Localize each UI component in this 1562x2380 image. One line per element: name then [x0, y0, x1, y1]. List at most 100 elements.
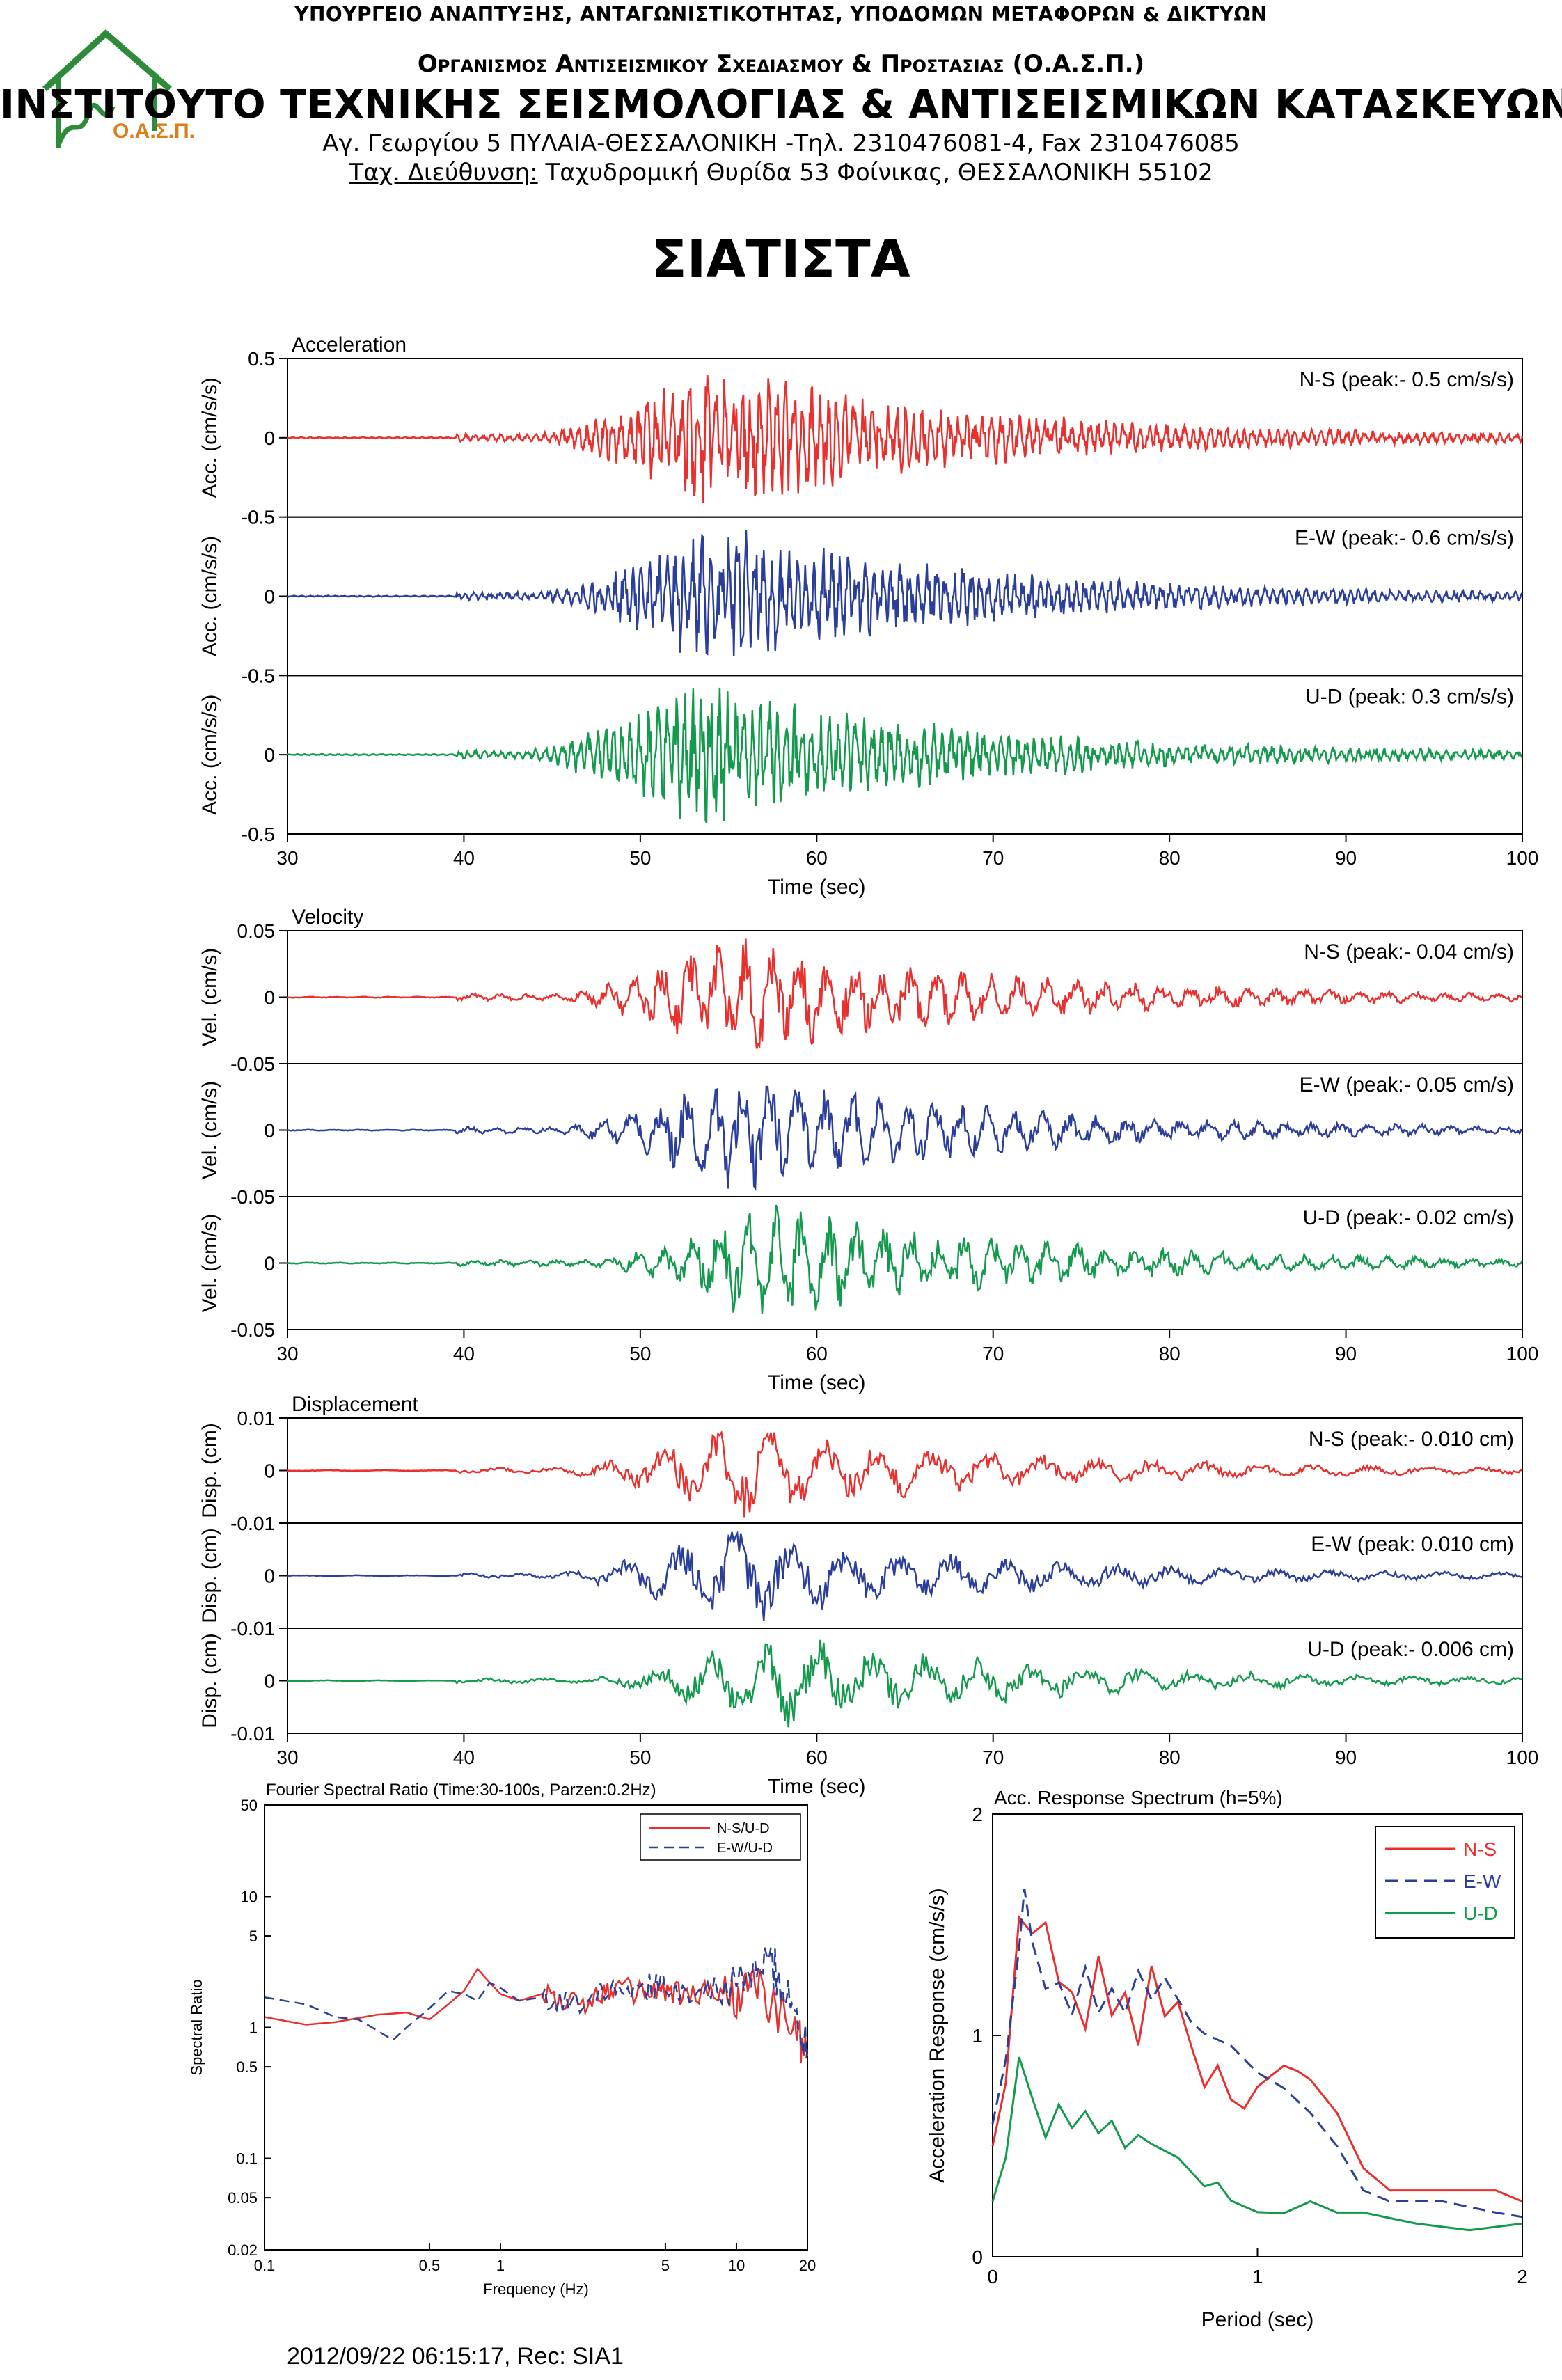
organization-name: Οργανισμος Αντισεισμικου Σχεδιασμου & Πρ…	[417, 50, 1145, 78]
y-tick-label: 0.05	[237, 920, 276, 942]
y-tick-label: 50	[241, 1797, 258, 1814]
series-peak-label: E-W (peak: 0.010 cm)	[1311, 1533, 1514, 1556]
y-tick-label: 0.5	[248, 348, 275, 370]
x-axis-label: Time (sec)	[768, 1371, 866, 1394]
logo-roof-icon	[42, 29, 172, 92]
x-tick-label: 80	[1159, 1747, 1181, 1768]
y-axis-label: Vel. (cm/s)	[198, 1214, 221, 1313]
x-axis-label: Frequency (Hz)	[483, 2280, 589, 2298]
x-tick-label: 50	[629, 847, 651, 869]
y-tick-label: -0.05	[230, 1186, 275, 1208]
series-peak-label: U-D (peak: 0.3 cm/s/s)	[1305, 685, 1514, 708]
series-peak-label: N-S (peak:- 0.5 cm/s/s)	[1300, 368, 1514, 391]
legend-label: E-W	[1463, 1870, 1501, 1892]
series-peak-label: U-D (peak:- 0.02 cm/s)	[1303, 1206, 1514, 1229]
x-tick-label: 30	[276, 1747, 298, 1768]
record-timestamp: 2012/09/22 06:15:17, Rec: SIA1	[287, 2343, 624, 2370]
timeseries-chart-velocity: Velocity 0.05 0 -0.05 Vel. (cm/s) N-S (peak:-…	[198, 906, 1538, 1394]
chart-title: Acc. Response Spectrum (h=5%)	[994, 1787, 1283, 1808]
x-tick-label: 60	[806, 847, 828, 869]
y-tick-label: 0	[264, 744, 275, 766]
y-axis-label: Acc. (cm/s/s)	[198, 536, 221, 656]
legend-label: E-W/U-D	[717, 1841, 773, 1856]
series-line-e-w	[991, 1888, 1523, 2219]
y-tick-label: 0.1	[236, 2150, 258, 2168]
series-peak-label: U-D (peak:- 0.006 cm)	[1307, 1638, 1514, 1661]
station-title: ΣΙΑΤΙΣΤΑ	[652, 230, 910, 290]
x-tick-label: 30	[276, 847, 298, 869]
oasp-logo: Ο.Α.Σ.Π.	[42, 29, 195, 148]
x-tick-label: 50	[629, 1747, 651, 1768]
x-tick-label: 20	[799, 2257, 816, 2274]
series-line-e-w	[287, 530, 1523, 657]
series-line-n-s	[287, 375, 1524, 503]
y-tick-label: 0	[264, 586, 275, 608]
y-tick-label: 5	[249, 1928, 258, 1945]
chart-title: Velocity	[292, 906, 363, 929]
legend-label: N-S	[1463, 1838, 1497, 1860]
x-tick-label: 70	[982, 1343, 1004, 1364]
x-tick-label: 5	[661, 2257, 670, 2274]
x-tick-label: 40	[453, 1747, 475, 1768]
y-tick-label: -0.01	[230, 1618, 275, 1639]
x-tick-label: 70	[982, 1747, 1004, 1768]
x-tick-label: 1	[496, 2257, 505, 2274]
institute-name: ΙΝΣΤΙΤΟΥΤΟ ΤΕΧΝΙΚΗΣ ΣΕΙΣΜΟΛΟΓΙΑΣ & ΑΝΤΙΣ…	[0, 82, 1562, 127]
series-peak-label: E-W (peak:- 0.05 cm/s)	[1300, 1073, 1514, 1096]
x-tick-label: 40	[453, 1343, 475, 1364]
x-tick-label: 60	[806, 1343, 828, 1364]
series-line-n-s	[991, 1914, 1523, 2202]
x-tick-label: 0	[987, 2266, 998, 2287]
y-tick-label: 0.5	[248, 507, 275, 528]
y-tick-label: 1	[249, 2019, 258, 2037]
series-line-e-w	[287, 1085, 1523, 1192]
x-tick-label: 40	[453, 847, 475, 869]
timeseries-chart-acceleration: Acceleration 0.5 0 -0.5 Acc. (cm/s/s) N-S (pe…	[198, 333, 1538, 899]
series-line-n-s	[287, 938, 1523, 1049]
y-tick-label: 0.02	[228, 2241, 258, 2259]
y-tick-label: 0	[264, 1566, 275, 1587]
x-tick-label: 30	[276, 1343, 298, 1364]
x-tick-label: 80	[1159, 847, 1181, 869]
timeseries-chart-displacement: Displacement 0.01 0 -0.01 Disp. (cm) N-S (pea…	[198, 1393, 1538, 1798]
y-axis-label: Disp. (cm)	[198, 1528, 221, 1623]
legend-box	[640, 1813, 801, 1861]
x-tick-label: 0.5	[419, 2257, 441, 2274]
y-axis-label: Spectral Ratio	[188, 1979, 205, 2075]
series-line-e-w	[287, 1530, 1523, 1621]
y-tick-label: -0.5	[242, 507, 275, 528]
y-axis-label: Vel. (cm/s)	[198, 948, 221, 1047]
y-tick-label: 0.05	[237, 1053, 276, 1075]
series-line-e-w-u-d	[264, 1947, 809, 2059]
x-tick-label: 90	[1335, 1343, 1357, 1364]
y-tick-label: 0	[264, 1253, 275, 1275]
chart-title: Acceleration	[292, 333, 407, 356]
x-tick-label: 0.1	[254, 2257, 276, 2274]
y-tick-label: 0.01	[237, 1618, 276, 1639]
address: Αγ. Γεωργίου 5 ΠΥΛΑΙΑ-ΘΕΣΣΑΛΟΝΙΚΗ -Τηλ. …	[322, 129, 1240, 157]
series-line-n-s-u-d	[264, 1967, 809, 2063]
legend-box	[1375, 1826, 1515, 1939]
chart-title: Displacement	[292, 1393, 418, 1416]
x-tick-label: 60	[806, 1747, 828, 1768]
x-tick-label: 100	[1506, 1343, 1539, 1364]
y-tick-label: 0	[264, 1671, 275, 1692]
ministry-name: ΥΠΟΥΡΓΕΙΟ ΑΝΑΠΤΥΞΗΣ, ΑΝΤΑΓΩΝΙΣΤΙΚΟΤΗΤΑΣ,…	[294, 3, 1268, 26]
y-tick-label: 10	[241, 1888, 258, 1905]
series-line-u-d	[287, 1204, 1524, 1314]
y-axis-label: Disp. (cm)	[198, 1423, 221, 1518]
x-tick-label: 100	[1506, 1747, 1539, 1768]
series-line-u-d	[991, 2056, 1523, 2232]
series-peak-label: E-W (peak:- 0.6 cm/s/s)	[1295, 527, 1514, 550]
y-tick-label: -0.5	[242, 665, 275, 686]
x-tick-label: 90	[1335, 847, 1357, 869]
y-tick-label: -0.5	[242, 823, 275, 845]
y-axis-label: Acceleration Response (cm/s/s)	[926, 1888, 949, 2183]
y-tick-label: 0	[264, 1460, 275, 1482]
x-tick-label: 10	[728, 2257, 745, 2274]
series-line-n-s	[287, 1430, 1523, 1518]
y-tick-label: 0.05	[228, 2189, 258, 2207]
legend-label: U-D	[1463, 1902, 1498, 1924]
logo-text: Ο.Α.Σ.Π.	[113, 120, 195, 143]
y-tick-label: 2	[972, 1804, 983, 1825]
